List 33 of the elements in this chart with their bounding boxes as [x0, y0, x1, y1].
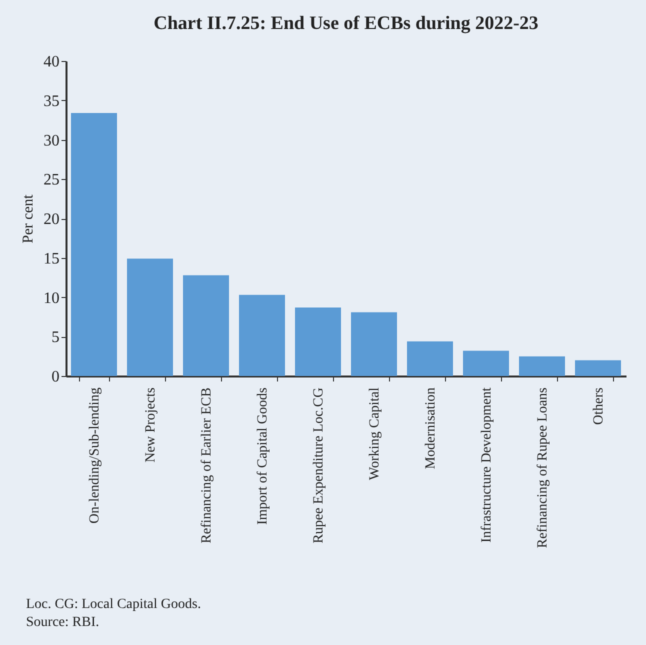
bar [295, 307, 341, 376]
bar [575, 360, 621, 376]
x-tick-label: Refinancing of Rupee Loans [536, 388, 550, 548]
bar [519, 356, 565, 376]
y-tick-label: 40 [44, 54, 60, 70]
y-tick-label: 20 [44, 211, 60, 228]
y-tick-label: 10 [44, 290, 60, 307]
x-tick-label: Others [592, 388, 606, 425]
x-tick-label: On-lending/Sub-lending [88, 388, 102, 524]
x-tick-label: Rupee Expenditure Loc.CG [312, 388, 326, 544]
y-tick-label: 35 [44, 92, 60, 110]
y-tick-label: 15 [44, 250, 60, 268]
bar [183, 275, 229, 376]
bar [239, 294, 285, 376]
bar [127, 258, 173, 376]
x-tick-label: Working Capital [368, 387, 382, 480]
x-tick-label: Infrastructure Development [480, 387, 494, 543]
y-tick-label: 25 [44, 172, 60, 189]
bar [71, 112, 117, 376]
y-tick-label: 30 [44, 132, 60, 150]
y-axis-title: Per cent [20, 194, 36, 244]
bar [407, 341, 453, 376]
text: Loc. CG: Local Capital Goods. [26, 596, 201, 614]
x-tick-label: Import of Capital Goods [256, 388, 270, 525]
bar [463, 350, 509, 376]
y-tick-label: 5 [52, 329, 60, 346]
y-tick-label: 0 [52, 368, 60, 386]
x-tick-label: Modernisation [424, 388, 438, 470]
bar [351, 312, 397, 376]
source-note: Source: RBI. [26, 614, 100, 632]
x-tick-label: New Projects [144, 388, 158, 463]
chart-title: Chart II.7.25: End Use of ECBs during 2022-23 [154, 13, 538, 34]
x-tick-label: Refinancing of Earlier ECB [200, 388, 214, 544]
